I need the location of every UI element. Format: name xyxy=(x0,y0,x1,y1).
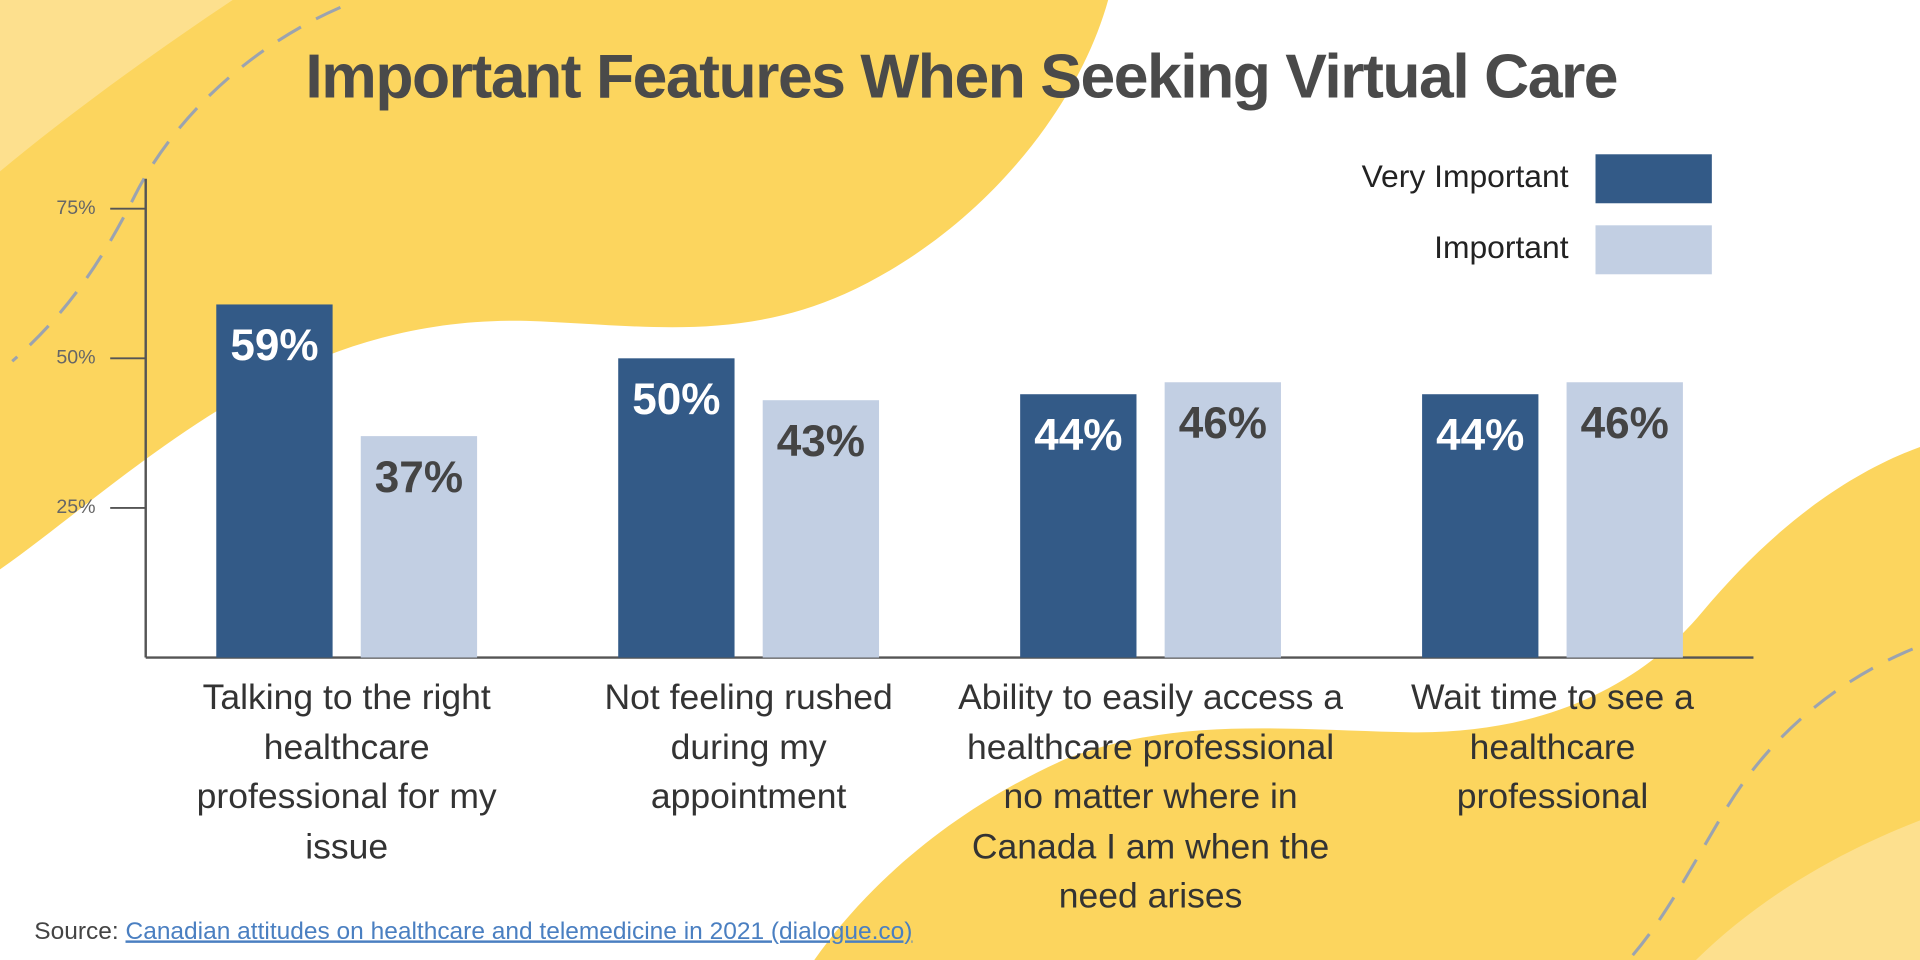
background-blob xyxy=(1695,820,1920,960)
x-tick-label: Wait time to see a healthcare profession… xyxy=(1411,678,1694,817)
decorative-dash xyxy=(1627,647,1914,960)
value-label: 46% xyxy=(1581,399,1669,448)
y-tick-label: 75% xyxy=(56,197,95,219)
bar xyxy=(1164,382,1281,658)
x-tick-label: Not feeling rushed during my appointment xyxy=(604,678,893,817)
bar xyxy=(1422,394,1539,658)
background-blob xyxy=(814,446,1920,960)
bar xyxy=(1566,382,1683,658)
value-label: 37% xyxy=(375,453,463,502)
source-link[interactable]: Canadian attitudes on healthcare and tel… xyxy=(125,918,913,946)
background-blob xyxy=(0,0,1109,570)
background-blob xyxy=(0,0,233,172)
legend-swatch xyxy=(1595,154,1712,204)
decorative-dash xyxy=(11,5,342,363)
value-label: 44% xyxy=(1436,411,1524,460)
legend-label: Important xyxy=(1434,229,1569,265)
value-label: 43% xyxy=(777,417,865,466)
value-label: 46% xyxy=(1179,399,1267,448)
bar xyxy=(360,436,478,658)
y-tick-label: 50% xyxy=(56,346,95,368)
value-label: 44% xyxy=(1034,411,1122,460)
chart-title: Important Features When Seeking Virtual … xyxy=(305,41,1617,111)
bar xyxy=(1020,394,1137,658)
legend-label: Very Important xyxy=(1362,158,1569,194)
y-tick-label: 25% xyxy=(56,496,95,518)
x-tick-label: Ability to easily access a healthcare pr… xyxy=(958,678,1343,916)
x-tick-label: Talking to the right healthcare professi… xyxy=(196,678,497,867)
bar xyxy=(618,358,735,658)
bar xyxy=(762,400,880,658)
source: Source: Canadian attitudes on healthcare… xyxy=(34,918,912,946)
source-label: Source: xyxy=(34,918,119,946)
legend-swatch xyxy=(1595,225,1712,275)
value-label: 59% xyxy=(230,321,318,370)
bar xyxy=(216,304,333,658)
value-label: 50% xyxy=(632,375,720,424)
